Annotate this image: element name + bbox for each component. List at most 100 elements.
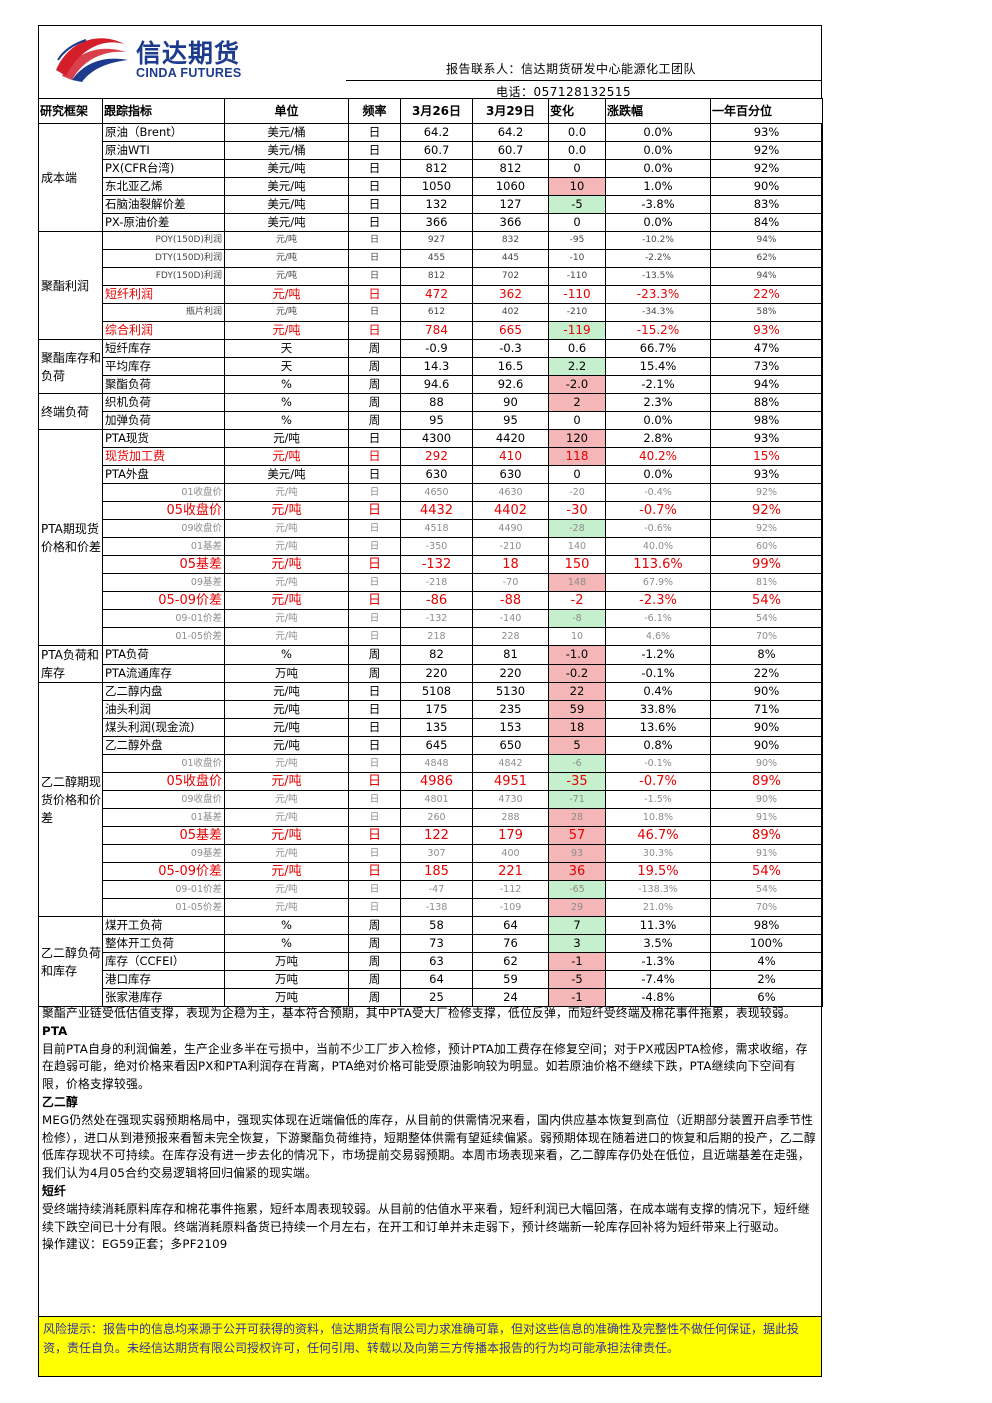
change-cell: 10	[548, 177, 606, 196]
unit-cell: 元/吨	[224, 826, 349, 845]
value-date1-cell: 218	[400, 627, 473, 646]
change-pct-cell: -1.2%	[605, 645, 711, 665]
value-date1-cell: 185	[400, 862, 473, 881]
indicator-cell: 煤开工负荷	[102, 916, 225, 935]
change-pct-cell: 0.8%	[605, 736, 711, 755]
frequency-cell: 日	[348, 249, 401, 268]
percentile-cell: 84%	[710, 213, 823, 232]
value-date1-cell: -138	[400, 898, 473, 917]
change-cell: -110	[548, 267, 606, 286]
unit-cell: %	[224, 645, 349, 665]
table-row: 瓶片利润 元/吨日 612 402 -210 -34.3% 58%	[39, 303, 823, 322]
unit-cell: 美元/吨	[224, 195, 349, 214]
change-pct-cell: -2.3%	[605, 591, 711, 610]
frequency-cell: 周	[348, 411, 401, 430]
table-row: 终端负荷 织机负荷% 周 88 90 2 2.3% 88%	[38, 393, 823, 430]
value-date2-cell: 228	[472, 627, 549, 646]
unit-cell: 元/吨	[224, 231, 349, 250]
value-date1-cell: 132	[400, 195, 473, 214]
table-row: 05收盘价 元/吨日 4986 4951 -35 -0.7% 89%	[39, 772, 823, 791]
indicator-cell: 平均库存	[102, 357, 225, 376]
value-date2-cell: 18	[472, 555, 549, 574]
value-date2-cell: 410	[472, 447, 549, 466]
table-row: 煤头利润(现金流) 元/吨日 135 153 18 13.6% 90%	[39, 718, 823, 737]
indicator-cell: 01收盘价	[102, 483, 225, 502]
unit-cell: 元/吨	[224, 447, 349, 466]
table-row: 聚酯库存和负荷 短纤库存天周 -0.9 -0.3 0.6 66.7% 47%	[38, 339, 823, 394]
unit-cell: 元/吨	[224, 537, 349, 556]
logo-english-name: CINDA FUTURES	[136, 66, 242, 80]
value-date1-cell: 812	[400, 267, 473, 286]
change-cell: -5	[548, 195, 606, 214]
value-date2-cell: 4730	[472, 790, 549, 809]
value-date1-cell: 4848	[400, 754, 473, 773]
percentile-cell: 90%	[710, 718, 823, 737]
value-date1-cell: 4801	[400, 790, 473, 809]
change-pct-cell: 13.6%	[605, 718, 711, 737]
table-row: 09基差 元/吨日 307 400 93 30.3% 91%	[39, 844, 823, 863]
unit-cell: 元/吨	[224, 267, 349, 286]
percentile-cell: 4%	[710, 952, 823, 971]
unit-cell: 元/吨	[224, 808, 349, 827]
unit-cell: 万吨	[224, 663, 349, 683]
value-date1-cell: 58	[400, 916, 473, 935]
change-cell: 2.2	[548, 357, 606, 376]
change-cell: 22	[548, 682, 606, 701]
value-date2-cell: -140	[472, 609, 549, 628]
col-header-frequency: 频率	[348, 98, 401, 124]
commentary-pta-title: PTA	[42, 1023, 68, 1038]
table-row: 港口库存 万吨周 64 59 -5 -7.4% 2%	[39, 970, 823, 989]
frequency-cell: 日	[348, 754, 401, 773]
unit-cell: %	[224, 393, 349, 412]
percentile-cell: 93%	[710, 123, 823, 142]
category-cell: PTA负荷和库存	[38, 645, 103, 683]
table-row: 张家港库存 万吨周 25 24 -1 -4.8% 6%	[39, 988, 823, 1007]
change-pct-cell: 2.8%	[605, 429, 711, 448]
unit-cell: 元/吨	[224, 573, 349, 592]
value-date1-cell: 4300	[400, 429, 473, 448]
unit-cell: 美元/吨	[224, 465, 349, 484]
indicator-cell: 05基差	[102, 826, 225, 845]
indicator-cell: 01收盘价	[102, 754, 225, 773]
unit-cell: 天	[224, 357, 349, 376]
unit-cell: 元/吨	[224, 718, 349, 737]
frequency-cell: 周	[348, 357, 401, 376]
value-date2-cell: 64	[472, 916, 549, 935]
value-date2-cell: 5130	[472, 682, 549, 701]
change-pct-cell: -15.2%	[605, 321, 711, 340]
change-pct-cell: 113.6%	[605, 555, 711, 574]
unit-cell: 元/吨	[224, 862, 349, 881]
logo-chinese-name: 信达期货	[136, 39, 241, 68]
percentile-cell: 81%	[710, 573, 823, 592]
unit-cell: 元/吨	[224, 501, 349, 520]
value-date1-cell: 455	[400, 249, 473, 268]
frequency-cell: 日	[348, 285, 401, 304]
indicator-cell: 瓶片利润	[102, 303, 225, 322]
percentile-cell: 22%	[710, 663, 823, 683]
change-pct-cell: 0.0%	[605, 411, 711, 430]
change-pct-cell: 10.8%	[605, 808, 711, 827]
table-row: 乙二醇负荷和库存 煤开工负荷% 周 58 64 7 11.3% 98%	[38, 916, 823, 1007]
value-date2-cell: 402	[472, 303, 549, 322]
value-date1-cell: 927	[400, 231, 473, 250]
change-pct-cell: 11.3%	[605, 916, 711, 935]
frequency-cell: 周	[348, 952, 401, 971]
frequency-cell: 日	[348, 627, 401, 646]
table-row: PTA负荷和库存 PTA负荷% 周 82 81 -1.0 -1.2% 8%	[38, 645, 823, 683]
percentile-cell: 93%	[710, 429, 823, 448]
change-cell: 10	[548, 627, 606, 646]
change-cell: 118	[548, 447, 606, 466]
table-row: 05收盘价 元/吨日 4432 4402 -30 -0.7% 92%	[39, 501, 823, 520]
change-pct-cell: 15.4%	[605, 357, 711, 376]
report-phone: 电话：057128132515	[496, 85, 632, 99]
frequency-cell: 日	[348, 231, 401, 250]
change-cell: -210	[548, 303, 606, 322]
change-pct-cell: 0.0%	[605, 141, 711, 160]
unit-cell: 元/吨	[224, 429, 349, 448]
change-cell: -5	[548, 970, 606, 989]
change-cell: -8	[548, 609, 606, 628]
percentile-cell: 92%	[710, 519, 823, 538]
percentile-cell: 91%	[710, 808, 823, 827]
frequency-cell: 周	[348, 645, 401, 665]
unit-cell: 元/吨	[224, 303, 349, 322]
